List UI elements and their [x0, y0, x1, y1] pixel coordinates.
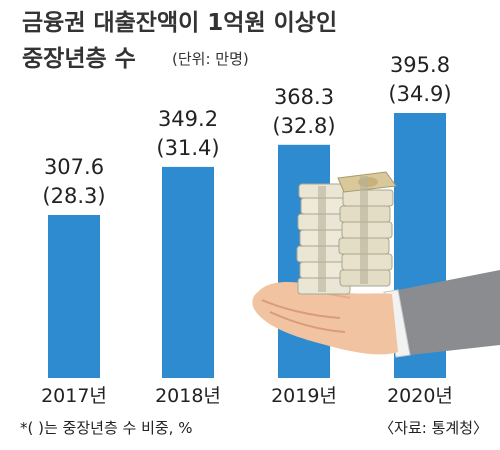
value-label-2019: 368.3: [274, 85, 334, 109]
footnote: *( )는 중장년층 수 비중, %: [20, 419, 192, 437]
chart-title-line2: 중장년층 수: [22, 46, 136, 72]
value-labels: 307.6 349.2 368.3 395.8 (28.3) (31.4) (3…: [42, 53, 451, 208]
source-label: 〈자료: 통계청〉: [379, 419, 488, 437]
share-label-2017: (28.3): [42, 184, 105, 208]
bar-2018: [162, 166, 214, 378]
value-label-2017: 307.6: [44, 155, 104, 179]
share-label-2019: (32.8): [272, 114, 335, 138]
hand-holding-money-stack-icon: [252, 171, 500, 358]
tick-label-2020: 2020년: [387, 385, 453, 407]
tick-label-2019: 2019년: [271, 385, 337, 407]
share-label-2020: (34.9): [388, 82, 451, 106]
unit-label: (단위: 만명): [172, 50, 249, 68]
share-label-2018: (31.4): [156, 136, 219, 160]
value-label-2020: 395.8: [390, 53, 450, 77]
chart-title-line1: 금융권 대출잔액이 1억원 이상인: [22, 10, 337, 36]
value-label-2018: 349.2: [158, 107, 218, 131]
bar-2017: [48, 215, 100, 378]
x-axis-labels: 2017년 2018년 2019년 2020년: [41, 385, 453, 407]
tick-label-2018: 2018년: [155, 385, 221, 407]
tick-label-2017: 2017년: [41, 385, 107, 407]
